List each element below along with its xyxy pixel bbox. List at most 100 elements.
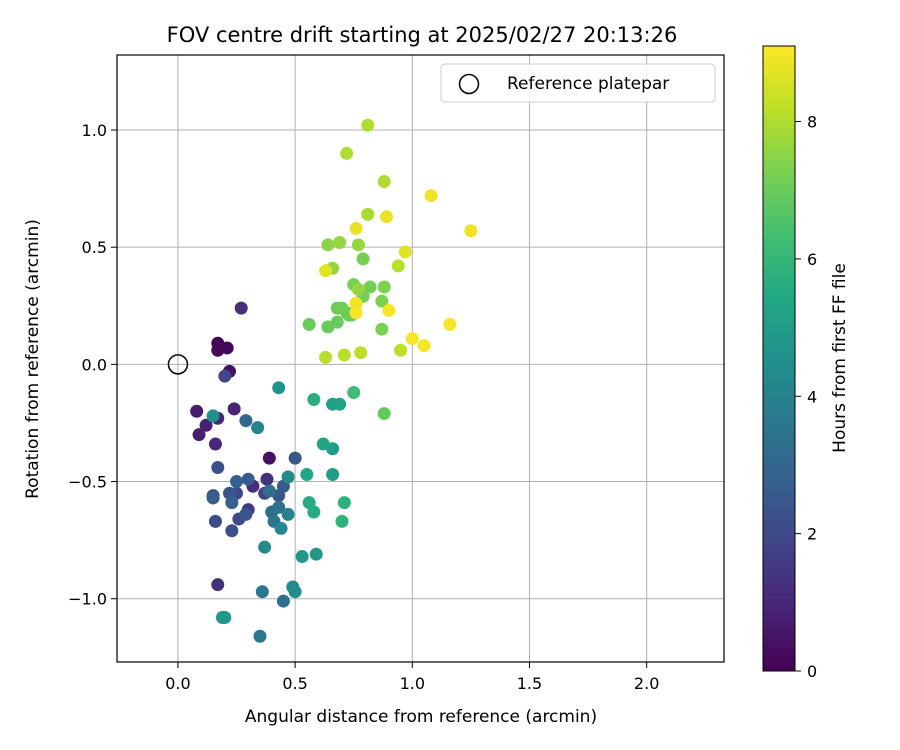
data-point [391, 259, 405, 273]
data-point [190, 404, 204, 418]
data-point [333, 397, 347, 411]
colorbar-tick-label: 6 [807, 250, 817, 269]
data-point [288, 585, 302, 599]
x-tick-label: 0.5 [282, 674, 307, 693]
data-point [199, 418, 213, 432]
data-point [464, 224, 478, 238]
data-point [211, 460, 225, 474]
data-point [220, 341, 234, 355]
data-point [377, 175, 391, 189]
data-point [234, 301, 248, 315]
legend-box [440, 63, 716, 103]
data-point [333, 235, 347, 249]
data-point [375, 322, 389, 336]
colorbar-tick-label: 0 [807, 662, 817, 681]
x-tick-label: 1.5 [517, 674, 542, 693]
data-point [330, 315, 344, 329]
y-tick-label: −1.0 [68, 590, 107, 609]
colorbar-ticks: 0 2 4 6 8 [795, 113, 817, 681]
x-axis-ticks: 0.0 0.5 1.0 1.5 2.0 [165, 662, 659, 693]
data-point [295, 550, 309, 564]
data-point [227, 402, 241, 416]
data-point [230, 475, 244, 489]
x-tick-label: 1.0 [400, 674, 425, 693]
plot-frame [116, 54, 725, 663]
data-point [337, 348, 351, 362]
y-axis-ticks: −1.0 −0.5 0.0 0.5 1.0 [68, 121, 117, 609]
data-point [351, 238, 365, 252]
data-point [208, 514, 222, 528]
chart-title: FOV centre drift starting at 2025/02/27 … [167, 23, 678, 47]
data-point [349, 306, 363, 320]
data-point [239, 414, 253, 428]
x-axis-label: Angular distance from reference (arcmin) [245, 707, 597, 727]
data-point [239, 507, 253, 521]
colorbar-tick-label: 4 [807, 387, 817, 406]
data-point [206, 409, 220, 423]
data-point [382, 303, 396, 317]
data-point [192, 428, 206, 442]
data-point [300, 468, 314, 482]
data-point [208, 437, 222, 451]
data-points [190, 118, 478, 643]
data-point [272, 381, 286, 395]
data-point [307, 393, 321, 407]
y-axis-label: Rotation from reference (arcmin) [23, 219, 43, 499]
colorbar-label: Hours from first FF file [830, 263, 850, 453]
y-tick-label: 1.0 [82, 121, 107, 140]
colorbar-tick-label: 2 [807, 525, 817, 544]
data-point [307, 505, 321, 519]
data-point [351, 282, 365, 296]
data-point [255, 585, 269, 599]
data-point [218, 369, 232, 383]
data-point [443, 318, 457, 332]
colorbar-tick-label: 8 [807, 113, 817, 132]
data-point [417, 339, 431, 353]
x-tick-label: 2.0 [634, 674, 659, 693]
data-point [361, 118, 375, 132]
legend-marker-reference [458, 73, 480, 95]
colorbar [762, 45, 796, 672]
data-point [225, 524, 239, 538]
data-point [309, 547, 323, 561]
data-point [260, 472, 274, 486]
data-point [349, 221, 363, 235]
data-point [380, 210, 394, 224]
data-point [241, 472, 255, 486]
data-point [262, 484, 276, 498]
data-point [253, 629, 267, 643]
grid-lines [117, 55, 724, 662]
data-point [302, 318, 316, 332]
data-point [258, 540, 272, 554]
data-point [262, 451, 276, 465]
data-point [274, 521, 288, 535]
data-point [335, 514, 349, 528]
data-point [377, 280, 391, 294]
data-point [281, 470, 295, 484]
y-tick-label: −0.5 [68, 473, 107, 492]
data-point [206, 491, 220, 505]
data-point [377, 407, 391, 421]
reference-point-marker [167, 354, 189, 375]
data-point [272, 500, 286, 514]
data-point [319, 350, 333, 364]
data-point [281, 507, 295, 521]
data-point [316, 437, 330, 451]
data-point [375, 294, 389, 308]
data-point [288, 451, 302, 465]
data-point [211, 578, 225, 592]
data-point [354, 346, 368, 360]
x-tick-label: 0.0 [165, 674, 190, 693]
data-point [251, 421, 265, 435]
data-point [405, 332, 419, 346]
data-point [340, 146, 354, 160]
data-point [394, 343, 408, 357]
data-point [363, 280, 377, 294]
y-tick-label: 0.0 [82, 355, 107, 374]
data-point [218, 610, 232, 624]
legend-entry-reference: Reference platepar [507, 74, 669, 94]
legend: Reference platepar [440, 63, 716, 103]
data-point [225, 496, 239, 510]
data-point [326, 468, 340, 482]
